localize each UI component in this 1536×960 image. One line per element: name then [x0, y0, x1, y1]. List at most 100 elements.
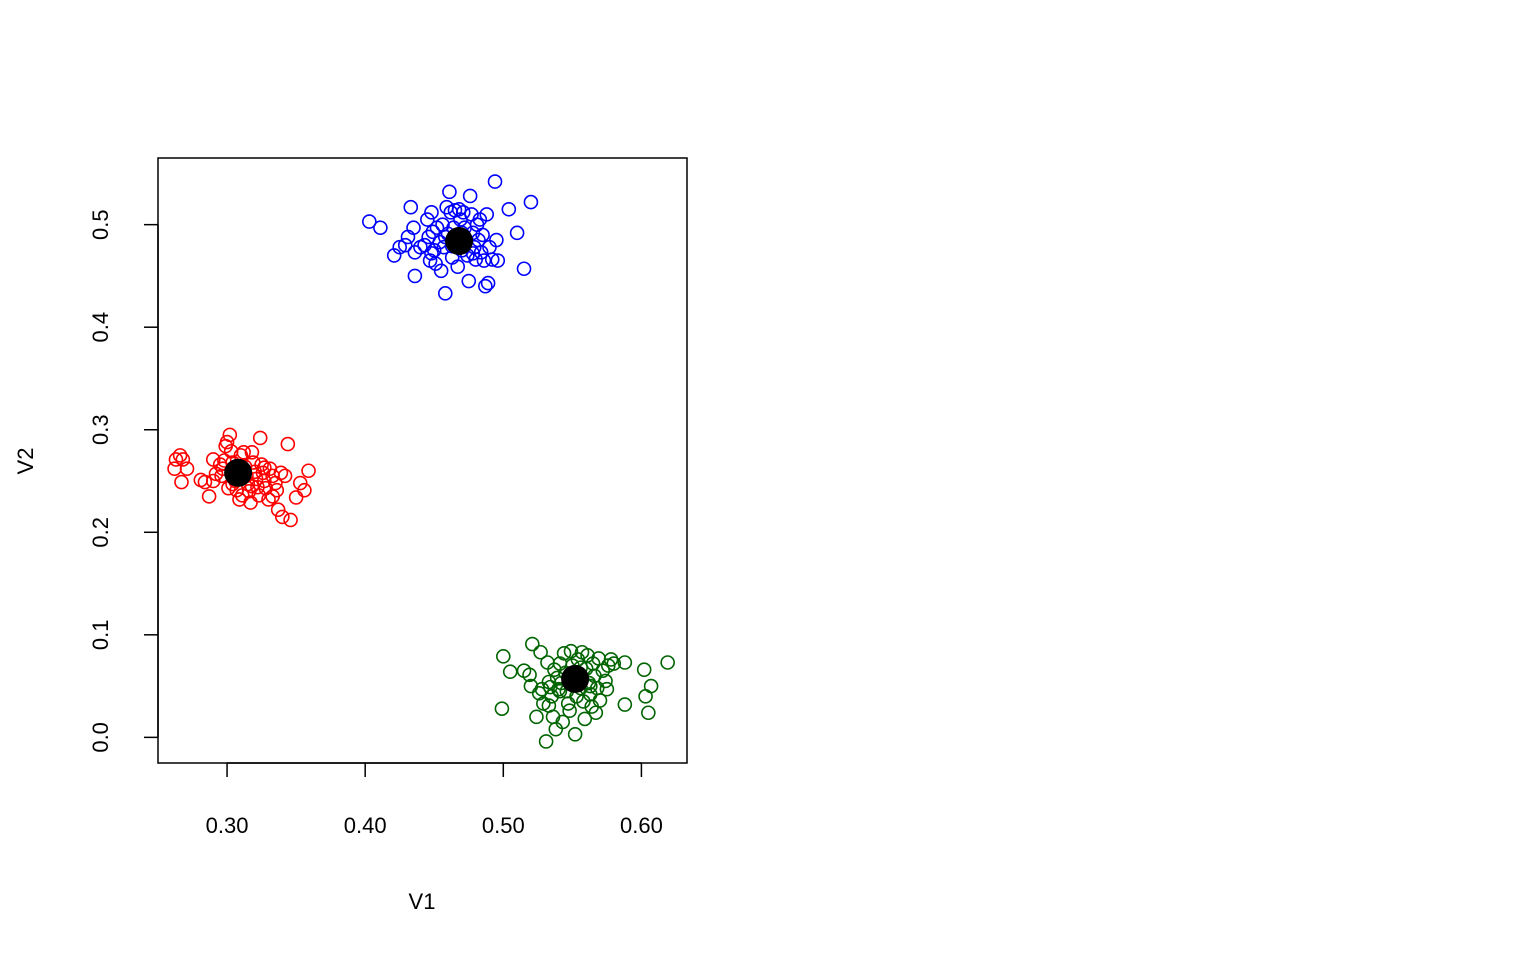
data-point-series-1	[292, 475, 308, 491]
data-point-series-1	[216, 453, 232, 468]
centroid-point	[224, 458, 253, 487]
data-point-series-1	[273, 465, 289, 481]
data-point-series-2	[373, 220, 388, 236]
data-point-series-2	[451, 201, 467, 217]
data-point-series-2	[523, 194, 539, 210]
x-axis-title: V1	[409, 889, 436, 914]
y-tick-label: 0.2	[88, 517, 113, 548]
data-point-series-1	[168, 452, 184, 467]
data-point-series-1	[167, 461, 182, 477]
data-point-series-3	[529, 709, 544, 725]
data-point-series-2	[465, 246, 481, 261]
data-point-series-1	[244, 444, 260, 460]
y-axis: 0.0 0.1 0.2 0.3 0.4 0.5	[88, 209, 159, 753]
data-point-series-1	[283, 512, 298, 528]
data-point-series-1	[265, 489, 280, 504]
data-point-series-2	[490, 253, 506, 268]
points-layer	[167, 174, 675, 749]
data-point-series-1	[243, 495, 258, 510]
data-point-series-3	[494, 701, 510, 716]
data-point-series-1	[254, 457, 269, 472]
data-point-series-2	[450, 259, 466, 274]
data-point-series-2	[437, 286, 453, 301]
data-point-series-2	[473, 245, 489, 260]
data-point-series-3	[562, 703, 577, 719]
data-point-series-3	[496, 649, 511, 664]
data-point-series-3	[556, 645, 572, 661]
data-point-series-1	[172, 448, 188, 463]
data-point-series-1	[280, 436, 296, 452]
y-axis-title: V2	[13, 448, 38, 475]
data-point-series-2	[501, 201, 517, 217]
data-point-series-2	[484, 252, 500, 267]
x-tick-label: 0.50	[482, 813, 525, 838]
data-point-series-3	[641, 705, 656, 721]
data-point-series-3	[606, 656, 622, 671]
data-point-series-3	[599, 681, 615, 697]
centroid-point	[561, 664, 590, 693]
data-point-series-1	[234, 488, 250, 503]
centroid-layer	[224, 227, 590, 693]
data-point-series-2	[407, 268, 423, 284]
data-point-series-3	[660, 655, 675, 670]
data-point-series-2	[462, 188, 478, 204]
data-point-series-2	[479, 207, 495, 222]
y-tick-label: 0.5	[88, 209, 113, 240]
data-point-series-3	[548, 721, 564, 737]
data-point-series-2	[425, 224, 441, 240]
data-point-series-3	[598, 673, 613, 689]
data-point-series-1	[174, 474, 189, 490]
data-point-series-2	[487, 174, 503, 189]
y-tick-label: 0.0	[88, 722, 113, 753]
data-point-series-1	[205, 473, 221, 489]
data-point-series-2	[433, 263, 449, 279]
data-point-series-2	[509, 225, 525, 241]
data-point-series-1	[232, 492, 247, 507]
data-point-series-1	[297, 482, 312, 498]
data-point-series-1	[222, 427, 238, 443]
data-point-series-1	[277, 468, 293, 484]
data-point-series-2	[407, 245, 423, 260]
data-point-series-3	[522, 667, 537, 683]
data-point-series-3	[617, 655, 633, 670]
data-point-series-1	[244, 478, 260, 494]
data-point-series-2	[406, 220, 421, 236]
data-point-series-3	[523, 678, 539, 694]
data-point-series-3	[541, 698, 557, 713]
data-point-series-1	[275, 509, 290, 525]
data-point-series-3	[533, 644, 548, 660]
data-point-series-1	[257, 460, 272, 475]
y-tick-label: 0.4	[88, 312, 113, 343]
data-point-series-2	[397, 237, 413, 253]
data-point-series-2	[489, 232, 504, 248]
data-point-series-1	[270, 502, 286, 518]
data-point-series-3	[560, 696, 576, 711]
data-point-series-3	[538, 734, 554, 749]
data-point-series-1	[175, 452, 191, 467]
centroid-point	[445, 227, 474, 256]
data-point-series-3	[555, 714, 570, 730]
data-point-series-1	[197, 474, 213, 490]
y-tick-label: 0.1	[88, 620, 113, 651]
data-point-series-1	[252, 430, 268, 446]
data-point-series-1	[201, 489, 217, 504]
data-point-series-2	[420, 212, 435, 227]
data-point-series-3	[617, 697, 633, 712]
data-point-series-2	[403, 199, 419, 215]
data-point-series-1	[301, 463, 316, 479]
data-point-series-3	[540, 655, 555, 670]
x-tick-label: 0.30	[206, 813, 249, 838]
data-point-series-1	[179, 461, 195, 477]
data-point-series-2	[516, 261, 532, 277]
x-tick-label: 0.60	[620, 813, 663, 838]
data-point-series-3	[643, 678, 659, 694]
data-point-series-2	[478, 278, 493, 294]
x-axis: 0.30 0.40 0.50 0.60	[206, 762, 663, 838]
data-point-series-1	[236, 444, 251, 460]
data-point-series-2	[475, 227, 490, 243]
data-point-series-1	[288, 490, 304, 505]
data-point-series-1	[219, 434, 235, 450]
data-point-series-2	[424, 246, 439, 261]
data-point-series-3	[552, 683, 568, 699]
